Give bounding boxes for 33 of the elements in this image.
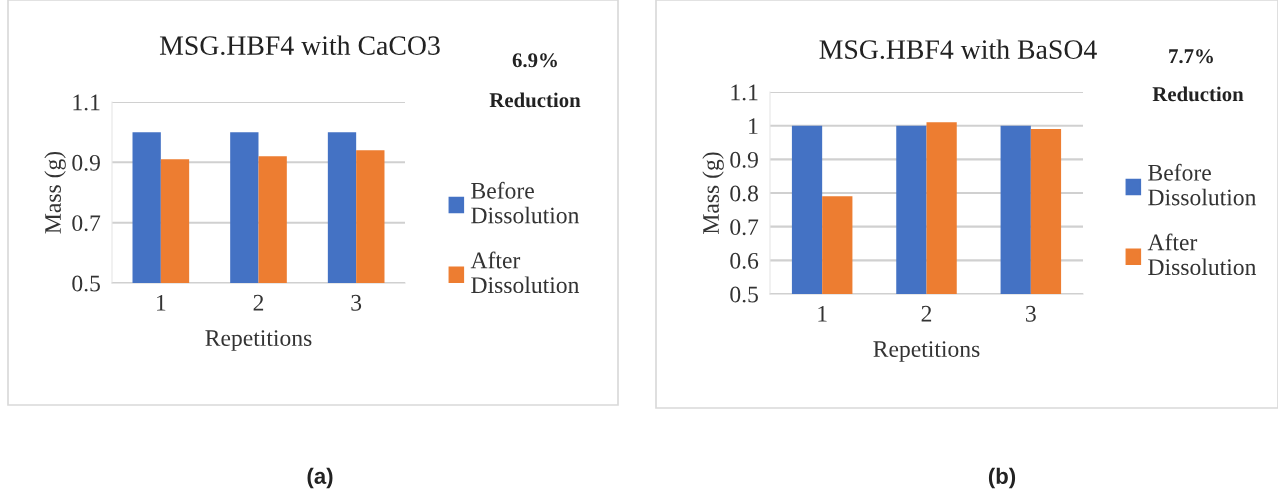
x-tick-label: 1: [818, 305, 827, 322]
y-axis-title: Mass (g): [702, 152, 724, 234]
text: Reduction: [1152, 86, 1244, 102]
x-tick-label: 2: [253, 294, 264, 311]
x-axis-title: Repetitions: [205, 330, 312, 351]
text: (b): [988, 467, 1016, 489]
y-tick-label: 0.5: [730, 286, 758, 303]
legend-label: After Dissolution: [470, 251, 580, 294]
text: 6.9%: [512, 53, 557, 68]
text: 7.7%: [1169, 49, 1213, 64]
chart-title: MSG.HBF4 with CaCO3: [159, 35, 440, 56]
legend-label: After Dissolution: [1147, 233, 1257, 276]
x-tick-label: 3: [1026, 305, 1036, 322]
x-tick-label: 2: [921, 305, 932, 322]
y-tick-label: 0.7: [730, 219, 759, 236]
y-tick-label: 0.9: [72, 154, 100, 171]
text: Reduction: [489, 92, 581, 108]
x-tick-label: 1: [157, 294, 166, 311]
legend-label: Before Dissolution: [1148, 163, 1257, 206]
y-tick-label: 0.9: [730, 151, 758, 168]
y-tick-label: 0.7: [72, 215, 101, 232]
y-tick-label: 0.8: [730, 185, 758, 202]
y-tick-label: 1.1: [73, 94, 100, 111]
text: (a): [307, 467, 333, 489]
y-axis-title: Mass (g): [44, 151, 66, 234]
chart-title: MSG.HBF4 with BaSO4: [819, 39, 1097, 60]
x-tick-label: 3: [351, 294, 362, 311]
y-tick-label: 0.6: [730, 252, 759, 269]
legend-label: Before Dissolution: [471, 181, 580, 224]
x-axis-title: Repetitions: [873, 341, 980, 362]
y-tick-label: 0.5: [72, 275, 100, 292]
y-tick-label: 1: [749, 118, 758, 134]
y-tick-label: 1.1: [731, 84, 758, 101]
